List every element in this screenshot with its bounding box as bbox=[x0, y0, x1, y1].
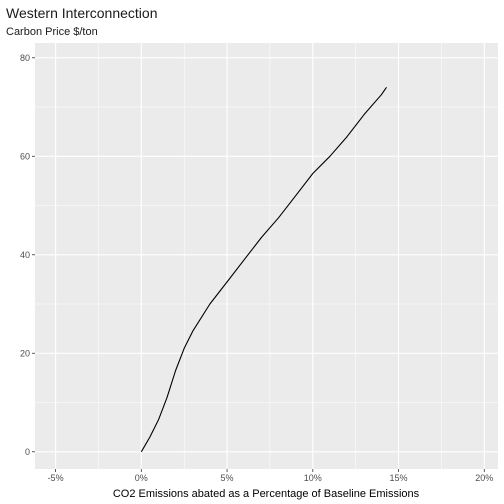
plot-panel bbox=[35, 43, 498, 469]
chart-title: Western Interconnection bbox=[6, 5, 158, 21]
y-tick-label: 80 bbox=[20, 53, 30, 63]
x-tick-label: 0% bbox=[135, 473, 148, 483]
series-lines bbox=[140, 86, 387, 453]
x-tick-label: 20% bbox=[475, 473, 493, 483]
grid-lines bbox=[35, 43, 498, 469]
x-tick-label: 5% bbox=[221, 473, 234, 483]
axis-ticks: -5% 0% 5% 10% 15% 20% 0 20 40 60 80 bbox=[20, 53, 493, 483]
x-axis-label: CO2 Emissions abated as a Percentage of … bbox=[113, 488, 420, 500]
series-line bbox=[140, 86, 387, 453]
chart-subtitle: Carbon Price $/ton bbox=[6, 26, 98, 38]
y-tick-label: 20 bbox=[20, 348, 30, 358]
x-tick-label: 10% bbox=[304, 473, 322, 483]
y-tick-label: 60 bbox=[20, 151, 30, 161]
y-tick-label: 40 bbox=[20, 250, 30, 260]
x-tick-label: 15% bbox=[390, 473, 408, 483]
x-tick-label: -5% bbox=[48, 473, 64, 483]
y-tick-label: 0 bbox=[25, 447, 30, 457]
